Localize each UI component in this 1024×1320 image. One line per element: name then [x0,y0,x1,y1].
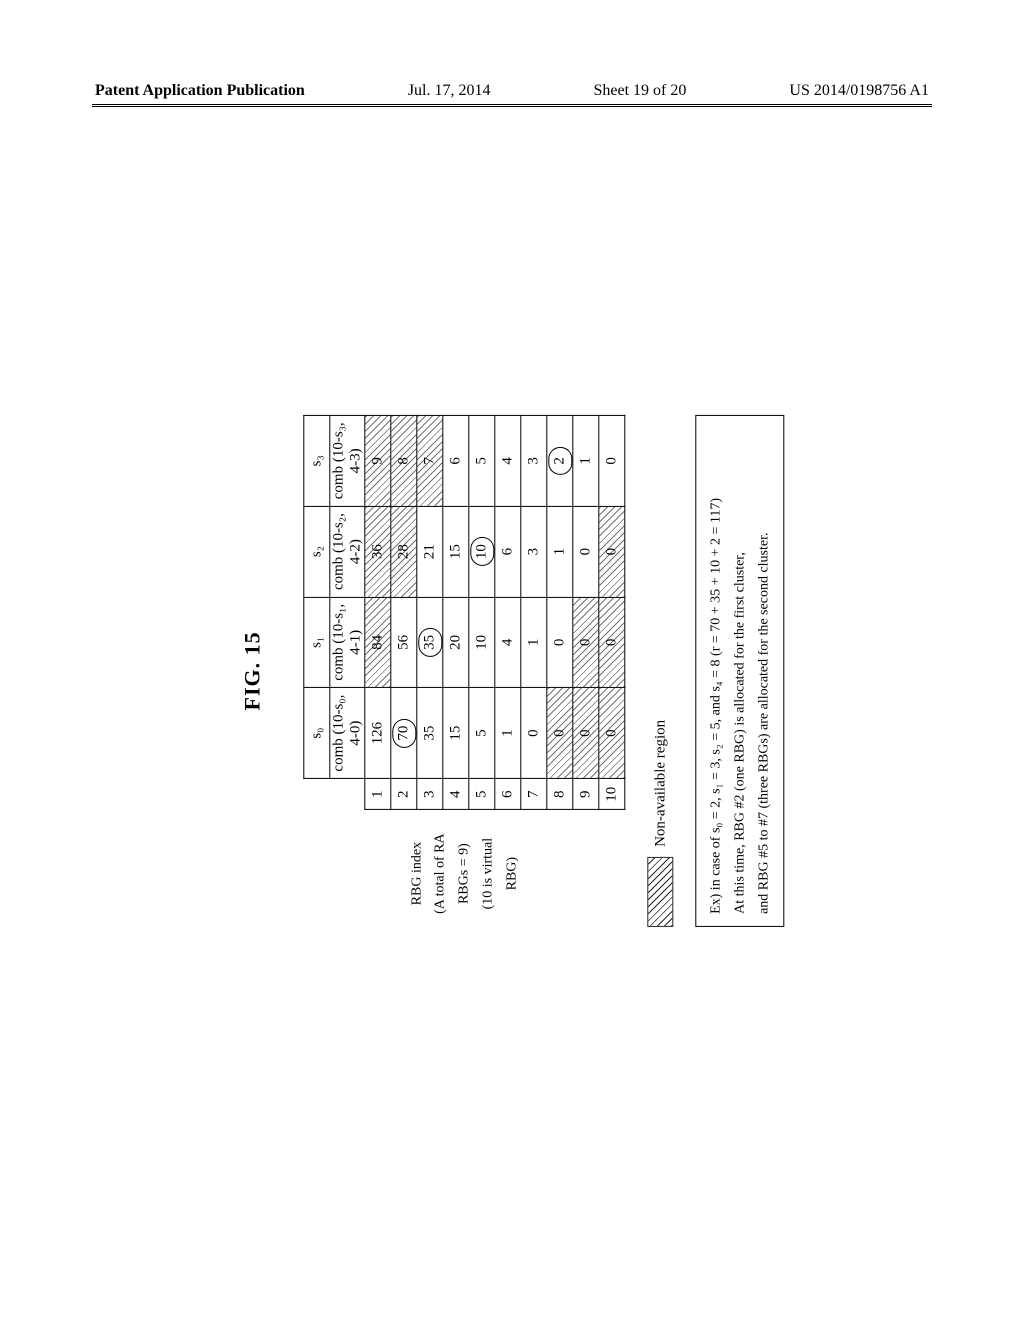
comb-cell: 1 [573,415,599,506]
comb-cell: 70 [391,688,417,779]
header-publication: Patent Application Publication [95,82,305,100]
comb-cell: 10 [469,506,495,597]
row-label-line: (10 is virtual RBG) [476,820,524,927]
comb-cell: 0 [599,415,625,506]
table-row: 80012 [547,415,573,809]
comb-cell: 3 [521,415,547,506]
example-line: At this time, RBG #2 (one RBG) is alloca… [728,428,752,914]
comb-cell: 0 [521,688,547,779]
comb-cell: 8 [391,415,417,506]
table-row: 90001 [573,415,599,809]
comb-cell: 0 [599,506,625,597]
s-header: s₃ [304,415,330,506]
comb-cell: 6 [495,506,521,597]
rbg-index-cell: 7 [521,779,547,810]
comb-header: comb (10-s₂, 4-2) [330,506,365,597]
comb-header: comb (10-s₁, 4-1) [330,597,365,688]
comb-cell: 21 [417,506,443,597]
comb-cell: 0 [547,597,573,688]
page-header: Patent Application Publication Jul. 17, … [0,82,1024,100]
comb-cell: 0 [599,688,625,779]
comb-cell: 4 [495,415,521,506]
rbg-index-cell: 2 [391,779,417,810]
s-header: s₀ [304,688,330,779]
comb-cell: 1 [495,688,521,779]
table-row: 100000 [599,415,625,809]
legend: Non-available region [647,415,673,927]
comb-cell: 3 [521,506,547,597]
comb-cell: 36 [365,506,391,597]
example-line: and RBG #5 to #7 (three RBGs) are alloca… [752,428,776,914]
comb-cell: 35 [417,597,443,688]
row-label-line: RBG index [405,820,429,927]
table-row: 41520156 [443,415,469,809]
table-row: 5510105 [469,415,495,809]
rbg-index-cell: 1 [365,779,391,810]
comb-header: comb (10-s₃, 4-3) [330,415,365,506]
row-label-line: (A total of RA RBGs = 9) [429,820,477,927]
comb-cell: 1 [521,597,547,688]
s-header: s₂ [304,506,330,597]
comb-cell: 28 [391,506,417,597]
rbg-index-cell: 9 [573,779,599,810]
legend-label: Non-available region [652,720,669,847]
header-rule [92,104,932,107]
comb-cell: 2 [547,415,573,506]
example-line: Ex) in case of s₀ = 2, s₁ = 3, s₂ = 5, a… [704,428,728,914]
comb-cell: 0 [573,506,599,597]
legend-swatch-hatched [647,857,673,927]
comb-cell: 15 [443,688,469,779]
comb-table: s₀ s₁ s₂ s₃ comb (10-s₀, 4-0) comb (10-s… [303,415,625,810]
comb-cell: 0 [599,597,625,688]
s-header: s₁ [304,597,330,688]
rbg-index-label: RBG index (A total of RA RBGs = 9) (10 i… [303,810,625,927]
comb-cell: 6 [443,415,469,506]
comb-cell: 4 [495,597,521,688]
table-area: RBG index (A total of RA RBGs = 9) (10 i… [303,415,625,927]
rbg-index-cell: 10 [599,779,625,810]
comb-header: comb (10-s₀, 4-0) [330,688,365,779]
header-pubno: US 2014/0198756 A1 [789,82,929,100]
comb-cell: 56 [391,597,417,688]
comb-cell: 126 [365,688,391,779]
comb-cell: 0 [573,597,599,688]
header-sheet: Sheet 19 of 20 [594,82,687,100]
table-row: 33535217 [417,415,443,809]
comb-cell: 1 [547,506,573,597]
example-box: Ex) in case of s₀ = 2, s₁ = 3, s₂ = 5, a… [695,415,784,927]
blank-corner [330,779,365,810]
rbg-index-cell: 5 [469,779,495,810]
comb-cell: 20 [443,597,469,688]
comb-cell: 5 [469,415,495,506]
comb-cell: 84 [365,597,391,688]
rbg-index-cell: 8 [547,779,573,810]
figure-title: FIG. 15 [239,415,265,927]
comb-cell: 10 [469,597,495,688]
comb-cell: 7 [417,415,443,506]
rbg-index-cell: 3 [417,779,443,810]
table-header-row-comb: comb (10-s₀, 4-0) comb (10-s₁, 4-1) comb… [330,415,365,809]
table-header-row-s: s₀ s₁ s₂ s₃ [304,415,330,809]
comb-cell: 0 [573,688,599,779]
comb-cell: 15 [443,506,469,597]
blank-corner [304,779,330,810]
rbg-index-cell: 4 [443,779,469,810]
table-row: 61464 [495,415,521,809]
table-row: 70133 [521,415,547,809]
rbg-index-cell: 6 [495,779,521,810]
table-row: 112684369 [365,415,391,809]
comb-cell: 35 [417,688,443,779]
header-date: Jul. 17, 2014 [408,82,491,100]
comb-cell: 9 [365,415,391,506]
comb-cell: 5 [469,688,495,779]
table-row: 27056288 [391,415,417,809]
figure: FIG. 15 RBG index (A total of RA RBGs = … [239,415,784,927]
comb-cell: 0 [547,688,573,779]
